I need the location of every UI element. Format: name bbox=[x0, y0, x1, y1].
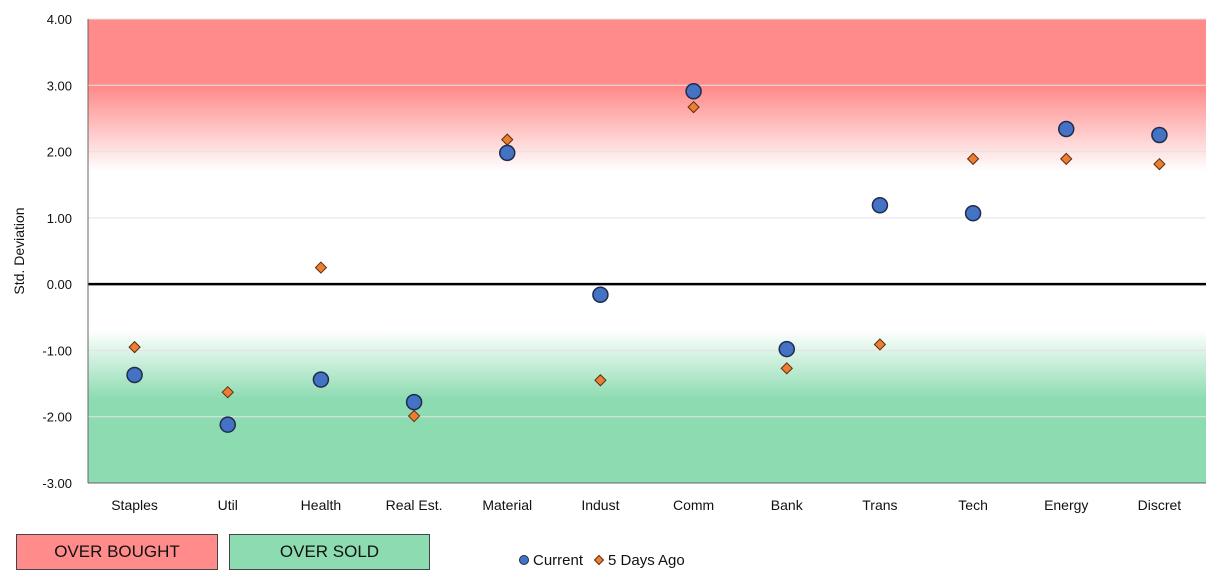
point-current bbox=[964, 204, 982, 222]
y-tick-label: 1.00 bbox=[47, 211, 72, 226]
over-bought-label: OVER BOUGHT bbox=[54, 542, 180, 561]
legend-entry-current: Current bbox=[518, 552, 583, 569]
legend-label-5-days-ago: 5 Days Ago bbox=[608, 551, 685, 569]
point-5-days-ago bbox=[594, 374, 607, 387]
x-tick-label: Energy bbox=[1044, 497, 1088, 513]
over-sold-legend-box: OVER SOLD bbox=[229, 534, 430, 570]
x-tick-label: Material bbox=[482, 497, 532, 513]
x-tick-label: Bank bbox=[771, 497, 804, 513]
point-5-days-ago bbox=[1153, 157, 1166, 171]
over-sold-label: OVER SOLD bbox=[279, 542, 380, 561]
x-tick-label: Util bbox=[218, 497, 238, 513]
point-5-days-ago bbox=[407, 409, 421, 423]
legend-entry-5-days-ago: 5 Days Ago bbox=[593, 552, 685, 569]
x-tick-label: Indust bbox=[581, 497, 619, 513]
x-tick-label: Staples bbox=[111, 497, 158, 513]
point-current bbox=[126, 366, 143, 384]
over-sold-zone bbox=[88, 330, 1206, 483]
x-tick-label: Trans bbox=[862, 497, 897, 513]
point-5-days-ago bbox=[221, 385, 234, 399]
point-current bbox=[685, 83, 702, 100]
point-current bbox=[1058, 120, 1075, 138]
point-current bbox=[405, 393, 423, 411]
point-5-days-ago bbox=[966, 152, 980, 166]
point-5-days-ago bbox=[873, 338, 887, 351]
std-deviation-chart: 4.00 3.00 2.00 1.00 0.00 -1.00 -2.00 -3.00 Std. … bbox=[11, 12, 1206, 513]
point-current bbox=[592, 286, 609, 303]
chart-svg: 4.00 3.00 2.00 1.00 0.00 -1.00 -2.00 -3.00 Std. … bbox=[11, 12, 1206, 513]
point-current bbox=[219, 416, 236, 433]
y-tick-label: 3.00 bbox=[47, 78, 72, 93]
y-tick-label: -1.00 bbox=[42, 343, 72, 358]
circle-marker-icon bbox=[519, 555, 529, 565]
diamond-marker-icon bbox=[593, 554, 605, 566]
y-tick-label: 2.00 bbox=[47, 145, 72, 160]
x-tick-label: Real Est. bbox=[386, 497, 443, 513]
x-tick-label: Tech bbox=[958, 497, 988, 513]
point-5-days-ago bbox=[128, 340, 141, 354]
over-bought-zone bbox=[88, 19, 1206, 172]
y-tick-label: 4.00 bbox=[47, 12, 72, 27]
y-axis-title: Std. Deviation bbox=[11, 207, 27, 294]
point-current bbox=[778, 340, 795, 358]
y-tick-label: 0.00 bbox=[47, 277, 72, 292]
point-current bbox=[1151, 126, 1168, 144]
point-5-days-ago bbox=[1060, 152, 1073, 166]
over-bought-legend-box: OVER BOUGHT bbox=[16, 534, 218, 570]
point-current bbox=[312, 371, 330, 388]
x-tick-label: Health bbox=[301, 497, 341, 513]
point-5-days-ago bbox=[687, 100, 700, 114]
point-5-days-ago bbox=[780, 362, 793, 375]
series-legend: Current 5 Days Ago bbox=[518, 549, 685, 571]
x-tick-label: Comm bbox=[673, 497, 714, 513]
y-tick-label: -2.00 bbox=[42, 410, 72, 425]
x-tick-label: Discret bbox=[1138, 497, 1182, 513]
point-5-days-ago bbox=[314, 261, 328, 274]
y-tick-label: -3.00 bbox=[42, 476, 72, 491]
point-current bbox=[871, 197, 889, 214]
legend-label-current: Current bbox=[533, 551, 584, 569]
point-current bbox=[499, 144, 516, 162]
